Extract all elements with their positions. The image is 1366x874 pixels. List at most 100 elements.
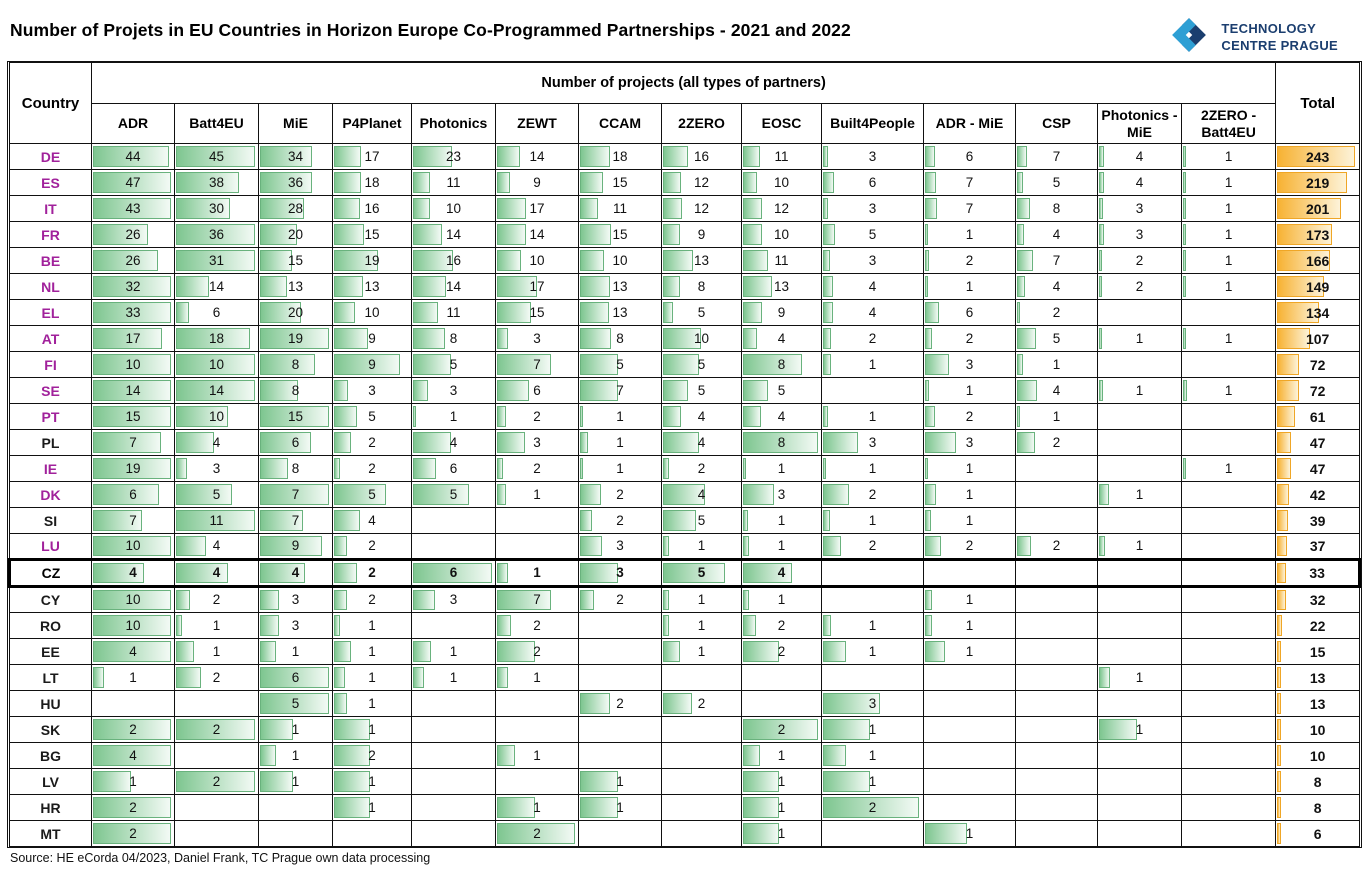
value-text: 9 [533, 174, 541, 190]
total-cell: 107 [1275, 325, 1361, 352]
value-text: 17 [364, 148, 380, 164]
value-cell: 5 [1015, 169, 1098, 196]
value-text: 4 [1052, 278, 1061, 294]
value-cell: 1 [495, 481, 579, 508]
value-databar [413, 172, 430, 193]
value-databar [334, 276, 363, 297]
value-cell: 12 [741, 195, 822, 222]
value-cell [1015, 612, 1098, 639]
value-cell: 14 [174, 273, 259, 300]
value-cell: 13 [741, 273, 822, 300]
value-databar [663, 172, 681, 193]
value-cell [1180, 742, 1277, 769]
total-text: 39 [1309, 512, 1326, 529]
value-text: 3 [965, 356, 974, 372]
total-text: 166 [1305, 252, 1330, 269]
value-cell: 2 [923, 325, 1016, 352]
value-databar [260, 536, 322, 556]
value-cell: 14 [495, 143, 579, 170]
value-databar [334, 536, 348, 556]
value-databar [260, 771, 294, 792]
value-databar [925, 380, 930, 401]
value-databar [260, 250, 293, 271]
value-text: 1 [697, 538, 706, 553]
value-databar [925, 406, 935, 427]
value-text: 36 [208, 226, 225, 242]
value-databar [663, 536, 669, 556]
value-cell: 5 [821, 221, 924, 248]
value-cell: 9 [258, 533, 333, 560]
value-cell: 1 [495, 794, 579, 821]
total-databar [1277, 198, 1342, 219]
value-databar [93, 797, 171, 818]
value-text: 13 [612, 304, 628, 320]
value-text: 2 [965, 538, 974, 553]
value-cell [1097, 794, 1182, 821]
total-databar [1277, 484, 1289, 505]
value-cell: 1 [1097, 664, 1182, 691]
value-databar [93, 224, 149, 245]
value-databar [93, 432, 161, 453]
value-databar [743, 354, 803, 375]
value-cell: 18 [174, 325, 259, 352]
value-cell: 1 [174, 638, 259, 665]
value-text: 2 [129, 721, 137, 737]
value-text: 4 [212, 538, 221, 553]
value-cell [661, 664, 742, 691]
value-databar [93, 745, 171, 766]
value-cell: 1 [821, 638, 924, 665]
country-label: BE [9, 247, 92, 274]
value-cell: 3 [923, 429, 1016, 456]
value-cell: 3 [821, 690, 924, 717]
value-databar [823, 458, 827, 479]
value-text: 10 [773, 174, 790, 190]
value-cell: 2 [332, 533, 412, 560]
value-databar [823, 432, 858, 453]
value-databar [497, 823, 575, 844]
value-text: 5 [697, 565, 706, 580]
value-cell: 6 [411, 455, 496, 482]
value-databar [260, 719, 294, 740]
value-databar [334, 406, 358, 427]
value-text: 2 [868, 330, 877, 346]
value-databar [823, 224, 835, 245]
table-row: PT 15 10 15 5 1 2 1 4 4 1 2 1 61 [9, 403, 1361, 430]
value-databar [176, 510, 255, 531]
value-databar [743, 406, 762, 427]
value-cell: 10 [91, 351, 175, 378]
value-text: 18 [612, 148, 628, 164]
value-text: 1 [212, 643, 221, 659]
value-databar [1017, 354, 1023, 375]
total-text: 61 [1309, 408, 1326, 425]
value-cell: 4 [174, 533, 259, 560]
value-cell: 1 [923, 455, 1016, 482]
value-cell: 16 [661, 143, 742, 170]
value-cell: 17 [495, 273, 579, 300]
value-cell: 1 [332, 690, 412, 717]
value-text: 1 [777, 460, 786, 476]
value-cell: 13 [332, 273, 412, 300]
value-databar [334, 198, 361, 219]
value-cell: 20 [258, 299, 333, 326]
value-text: 3 [965, 434, 974, 450]
value-text: 18 [208, 330, 225, 346]
country-label: DK [9, 481, 92, 508]
value-cell [821, 586, 924, 613]
value-databar [1099, 328, 1102, 349]
value-databar [93, 250, 158, 271]
value-text: 5 [368, 408, 376, 424]
value-text: 13 [364, 278, 380, 294]
value-text: 3 [868, 695, 877, 711]
value-text: 2 [1135, 252, 1144, 268]
table-row: IT 43 30 28 16 10 17 11 12 12 3 7 8 3 1 201 [9, 195, 1361, 222]
value-databar [1099, 224, 1104, 245]
value-text: 4 [777, 565, 786, 580]
value-databar [580, 224, 612, 245]
total-cell: 13 [1275, 664, 1361, 691]
value-cell: 2 [578, 481, 662, 508]
value-databar [497, 406, 506, 427]
value-databar [743, 510, 748, 531]
value-databar [497, 458, 504, 479]
value-cell: 17 [495, 195, 579, 222]
value-cell: 4 [1097, 143, 1182, 170]
